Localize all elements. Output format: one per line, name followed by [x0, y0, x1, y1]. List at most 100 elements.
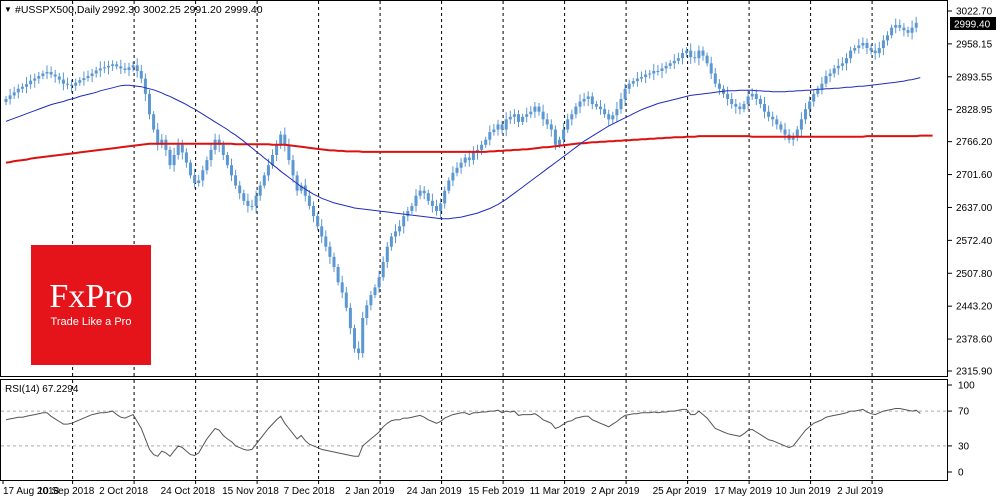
candle-body: [500, 124, 504, 130]
candle-body: [566, 119, 570, 130]
candle-body: [480, 144, 484, 150]
candle-body: [668, 63, 672, 66]
rsi-level-lines: [1, 410, 947, 447]
time-tick-label: 25 Apr 2019: [653, 486, 707, 497]
candle-body: [627, 83, 631, 89]
candle-body: [164, 139, 168, 150]
rsi-label: RSI(14) 67.2294: [5, 384, 79, 395]
time-tick-label: 2 Oct 2018: [99, 486, 148, 497]
candle-body: [594, 104, 598, 107]
candle-body: [861, 42, 865, 46]
candle-body: [20, 86, 24, 89]
candle-body: [775, 119, 779, 125]
candle-body: [459, 162, 463, 168]
symbol-label: #USSPX500,Daily: [15, 4, 101, 16]
candle-body: [139, 70, 143, 79]
candle-body: [168, 149, 172, 166]
candle-body: [287, 144, 291, 161]
candle-body: [845, 58, 848, 64]
candle-body: [213, 139, 217, 150]
time-tick-label: 7 Dec 2018: [284, 486, 336, 497]
candle-body: [262, 175, 266, 186]
candle-body: [738, 106, 742, 110]
candle-body: [74, 82, 78, 86]
candle-body: [869, 48, 873, 51]
candle-body: [373, 287, 377, 296]
candle-body: [348, 307, 352, 329]
candle-body: [385, 246, 389, 262]
candle-body: [828, 73, 832, 77]
candle-body: [271, 154, 274, 166]
candle-body: [148, 93, 151, 115]
collapse-arrow-icon[interactable]: ▼: [4, 5, 12, 14]
ma-slow-line: [5, 134, 933, 164]
logo-box: [31, 245, 151, 365]
candle-body: [713, 73, 717, 84]
price-tick-label: 2315.90: [956, 367, 993, 378]
candle-body: [635, 78, 639, 82]
time-tick-label: 2 Jan 2019: [345, 486, 395, 497]
candle-body: [242, 193, 246, 201]
candle-body: [463, 157, 467, 163]
rsi-tick-label: 0: [958, 468, 964, 479]
candle-body: [430, 200, 434, 206]
candle-body: [447, 180, 451, 191]
candle-body: [160, 139, 164, 145]
candle-body: [426, 193, 430, 201]
candle-body: [685, 50, 689, 54]
candle-body: [16, 88, 20, 93]
candle-body: [631, 81, 635, 84]
candle-body: [549, 124, 553, 130]
time-tick-label: 15 Nov 2018: [222, 486, 279, 497]
candle-body: [504, 119, 508, 130]
time-tick-label: 24 Jan 2019: [407, 486, 462, 497]
candle-body: [381, 261, 385, 278]
candle-body: [545, 119, 549, 125]
candle-body: [578, 101, 582, 107]
candle-body: [693, 57, 697, 59]
candle-body: [808, 101, 812, 110]
candle-body: [12, 92, 16, 96]
price-tick-label: 2572.40: [956, 236, 993, 247]
candle-body: [611, 115, 615, 120]
candle-body: [234, 175, 238, 186]
candle-body: [189, 162, 192, 176]
candle-body: [8, 95, 12, 99]
candle-body: [201, 170, 205, 181]
candle-body: [902, 27, 906, 31]
candle-body: [701, 50, 705, 56]
candle-body: [709, 63, 713, 74]
candle-body: [66, 83, 69, 85]
candle-body: [78, 80, 82, 83]
time-tick-label: 15 Feb 2019: [468, 486, 525, 497]
candle-body: [705, 55, 709, 64]
candle-body: [143, 78, 147, 94]
candle-body: [279, 134, 283, 145]
candle-body: [307, 195, 311, 206]
candle-body: [291, 160, 295, 176]
candle-body: [410, 205, 414, 212]
candle-body: [340, 282, 344, 293]
candle-body: [357, 348, 361, 354]
price-tick-label: 2893.55: [956, 72, 993, 83]
candle-body: [881, 40, 885, 49]
candle-body: [771, 116, 775, 120]
candle-body: [353, 328, 356, 349]
candle-body: [414, 195, 418, 206]
candle-body: [562, 129, 566, 140]
fxpro-logo: FxPro Trade Like a Pro: [31, 245, 151, 365]
price-badge: [950, 17, 996, 30]
candle-body: [156, 129, 160, 145]
candle-body: [205, 160, 209, 171]
candle-body: [660, 68, 664, 71]
candle-body: [82, 78, 86, 81]
candle-body: [652, 70, 656, 74]
candle-body: [750, 93, 754, 97]
candle-body: [599, 106, 602, 110]
candle-body: [37, 76, 41, 79]
candle-body: [115, 64, 119, 67]
candle-body: [754, 93, 758, 99]
candle-body: [86, 76, 90, 79]
candle-body: [57, 76, 61, 80]
